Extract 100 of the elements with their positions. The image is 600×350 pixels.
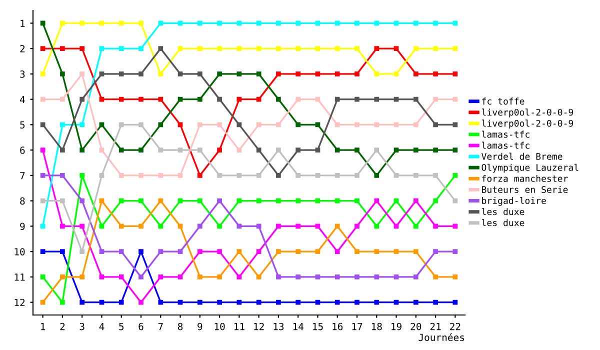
x-tick-label: 17 <box>352 322 362 330</box>
point <box>413 122 418 128</box>
point <box>354 300 360 305</box>
x-tick-label: 13 <box>274 322 284 330</box>
point <box>158 198 164 204</box>
point <box>334 46 340 51</box>
point <box>118 249 124 254</box>
point <box>99 300 104 305</box>
point <box>433 72 438 76</box>
point <box>276 249 281 254</box>
point <box>296 148 301 152</box>
point <box>236 300 242 305</box>
y-tick-label: 6 <box>20 146 25 154</box>
point <box>374 249 380 254</box>
point <box>197 122 202 128</box>
point <box>334 274 340 280</box>
point <box>80 46 85 51</box>
point <box>60 122 65 128</box>
point <box>276 96 281 102</box>
x-tick-label: 22 <box>450 322 460 330</box>
point <box>276 224 281 229</box>
point <box>296 300 301 305</box>
point <box>118 148 124 152</box>
point <box>138 72 144 76</box>
point <box>374 173 380 178</box>
point <box>197 173 202 178</box>
point <box>40 72 46 76</box>
point <box>394 300 399 305</box>
point <box>276 148 281 152</box>
point <box>236 148 242 152</box>
point <box>80 148 85 152</box>
point <box>433 198 438 204</box>
point <box>197 300 202 305</box>
point <box>80 72 85 76</box>
point <box>374 224 380 229</box>
point <box>197 148 202 152</box>
y-tick-label: 2 <box>20 45 25 52</box>
point <box>40 20 46 26</box>
point <box>236 224 242 229</box>
point <box>118 173 124 178</box>
point <box>40 300 46 305</box>
legend-label: les duxe <box>482 219 524 226</box>
point <box>296 249 301 254</box>
point <box>296 274 301 280</box>
point <box>138 224 144 229</box>
point <box>334 249 340 254</box>
point <box>256 96 262 102</box>
point <box>374 122 380 128</box>
point <box>296 198 301 204</box>
point <box>40 274 46 280</box>
point <box>354 249 360 254</box>
point <box>158 300 164 305</box>
point <box>217 96 222 102</box>
point <box>217 173 222 178</box>
point <box>256 72 262 76</box>
x-tick-label: 2 <box>60 322 65 330</box>
point <box>99 46 104 51</box>
point <box>118 122 124 128</box>
point <box>217 20 222 26</box>
point <box>60 300 65 305</box>
point <box>40 249 46 254</box>
point <box>394 274 399 280</box>
point <box>354 96 360 102</box>
point <box>433 122 438 128</box>
x-tick-label: 16 <box>332 322 343 330</box>
point <box>452 96 458 102</box>
x-tick-label: 21 <box>430 322 441 330</box>
point <box>413 198 418 204</box>
point <box>80 249 85 254</box>
legend-label: Buteurs en Serie <box>482 186 568 193</box>
point <box>99 72 104 76</box>
point <box>256 274 262 280</box>
point <box>413 173 418 178</box>
point <box>276 173 281 178</box>
point <box>433 249 438 254</box>
point <box>99 274 104 280</box>
point <box>354 122 360 128</box>
point <box>158 46 164 51</box>
x-tick-label: 6 <box>138 322 144 330</box>
point <box>315 173 320 178</box>
point <box>334 173 340 178</box>
point <box>413 72 418 76</box>
point <box>354 72 360 76</box>
point <box>158 72 164 76</box>
point <box>276 122 281 128</box>
point <box>452 46 458 51</box>
point <box>99 20 104 26</box>
point <box>452 224 458 229</box>
point <box>99 249 104 254</box>
point <box>394 20 399 26</box>
point <box>334 20 340 26</box>
point <box>374 20 380 26</box>
point <box>276 20 281 26</box>
point <box>178 46 183 51</box>
point <box>158 122 164 128</box>
point <box>452 20 458 26</box>
point <box>354 46 360 51</box>
point <box>354 173 360 178</box>
legend-label: lamas-tfc <box>482 130 530 138</box>
point <box>60 224 65 229</box>
